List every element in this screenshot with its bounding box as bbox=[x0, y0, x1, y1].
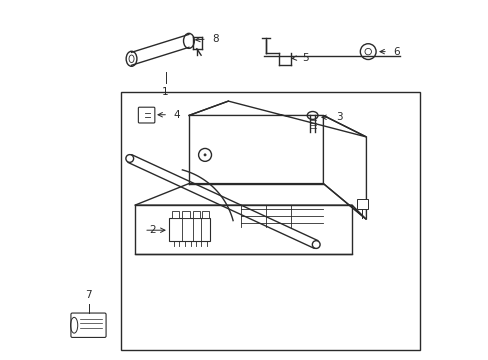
FancyBboxPatch shape bbox=[138, 107, 155, 123]
Circle shape bbox=[312, 241, 320, 248]
Text: 4: 4 bbox=[173, 110, 180, 120]
Bar bbox=[169, 218, 210, 241]
Bar bbox=[182, 211, 189, 218]
Bar bbox=[171, 211, 179, 218]
Text: 8: 8 bbox=[212, 34, 219, 44]
Bar bbox=[193, 211, 200, 218]
Text: 2: 2 bbox=[149, 225, 156, 235]
Bar bbox=[357, 199, 367, 209]
Bar bbox=[202, 211, 209, 218]
Bar bbox=[121, 92, 419, 350]
Circle shape bbox=[125, 154, 133, 162]
Circle shape bbox=[203, 154, 206, 156]
Text: 7: 7 bbox=[85, 290, 92, 300]
FancyBboxPatch shape bbox=[71, 313, 106, 337]
Text: 6: 6 bbox=[392, 46, 399, 57]
Text: 3: 3 bbox=[335, 112, 342, 122]
Text: 1: 1 bbox=[161, 87, 168, 97]
Text: 5: 5 bbox=[301, 53, 308, 63]
